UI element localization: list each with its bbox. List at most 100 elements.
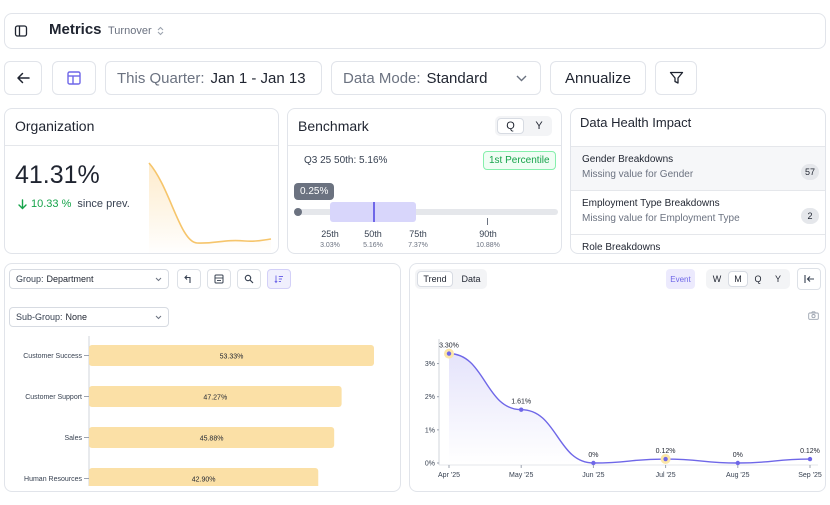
header-bar: Metrics Turnover: [4, 13, 826, 49]
annualize-button[interactable]: Annualize: [550, 61, 646, 95]
sort-descending-icon: [274, 274, 284, 284]
marker-value: 0.25%: [294, 183, 335, 200]
group-value: Department: [46, 274, 94, 284]
trend-chart-panel: Trend Data Event W M Q Y 0% 1% 2% 3% 3.30% Ap…: [409, 263, 826, 492]
x-tick-label: Jul '25: [656, 472, 676, 479]
data-point: [807, 456, 813, 462]
data-point-label: 0%: [733, 452, 743, 459]
data-health-title: Data Health Impact: [580, 115, 692, 130]
granularity-q[interactable]: Q: [754, 274, 762, 284]
chevron-down-icon: [155, 315, 162, 320]
collapse-panel-button[interactable]: [797, 268, 821, 290]
data-point: [446, 351, 452, 356]
x-tick-label: Aug '25: [726, 472, 750, 479]
granularity-m[interactable]: M: [728, 271, 748, 287]
percentile-badge: 1st Percentile: [483, 151, 556, 170]
period-value: Jan 1 - Jan 13: [210, 69, 306, 87]
benchmark-tick-75th: 75th 7.37%: [398, 229, 438, 249]
bar: [89, 386, 342, 407]
bar-category-label: Customer Success: [23, 353, 82, 360]
tick-value: 3.03%: [320, 242, 340, 249]
bar-category-label: Customer Support: [25, 394, 82, 401]
granularity-y[interactable]: Y: [774, 274, 781, 284]
organization-card: Organization 41.31% 10.33 % since prev.: [4, 108, 279, 255]
benchmark-90th-tick: [487, 218, 488, 225]
event-toggle[interactable]: Event: [666, 269, 695, 289]
tick-value: 7.37%: [408, 242, 428, 249]
divider: [288, 145, 561, 146]
tab-trend[interactable]: Trend: [417, 271, 453, 287]
sort-button[interactable]: [267, 269, 291, 289]
bar-value-label: 42.90%: [192, 477, 216, 484]
data-point: [663, 456, 668, 462]
divider: [5, 145, 278, 146]
chevron-down-icon: [155, 277, 162, 282]
benchmark-marker-dot: [294, 208, 302, 216]
page-title: Metrics: [49, 21, 102, 38]
layout-button[interactable]: [52, 61, 96, 95]
bar: [89, 345, 374, 366]
bar-category-label: Sales: [64, 435, 82, 442]
bar-value-label: 45.88%: [200, 436, 224, 443]
toggle-q[interactable]: Q: [497, 118, 524, 134]
health-item-title: Employment Type Breakdowns: [582, 198, 720, 209]
bar: [89, 468, 319, 486]
health-item-role[interactable]: Role Breakdowns: [571, 235, 825, 253]
arrow-left-icon: [16, 72, 30, 84]
view-tabs: Trend Data: [415, 269, 487, 289]
x-tick-label: Jun '25: [582, 472, 604, 479]
granularity-w[interactable]: W: [712, 274, 722, 284]
health-item-title: Role Breakdowns: [582, 242, 661, 253]
arrow-to-left-icon: [803, 274, 815, 284]
health-item-gender[interactable]: Gender Breakdowns Missing value for Gend…: [571, 147, 825, 191]
trend-area: [449, 353, 810, 463]
benchmark-median-line: [373, 202, 375, 222]
metric-name: Turnover: [108, 25, 152, 37]
table-view-button[interactable]: [207, 269, 231, 289]
camera-icon[interactable]: [808, 311, 819, 320]
undo-button[interactable]: [177, 269, 201, 289]
tab-data[interactable]: Data: [461, 274, 481, 284]
subgroup-dropdown[interactable]: Sub-Group: None: [9, 307, 169, 327]
data-point-label: 0.12%: [800, 448, 820, 455]
benchmark-tick-50th: 50th 5.16%: [353, 229, 393, 249]
sidebar-toggle-icon[interactable]: [14, 24, 28, 38]
y-tick-label: 0%: [425, 461, 435, 468]
data-point-label: 0%: [588, 452, 598, 459]
data-point: [591, 460, 596, 466]
arrow-down-icon: [18, 198, 27, 210]
search-button[interactable]: [237, 269, 261, 289]
filter-icon: [669, 71, 684, 85]
benchmark-summary: Q3 25 50th: 5.16%: [304, 155, 388, 166]
data-mode-value: Standard: [426, 69, 488, 87]
table-layout-icon: [66, 70, 82, 86]
bar: [89, 427, 335, 448]
period-selector[interactable]: This Quarter: Jan 1 - Jan 13: [105, 61, 322, 95]
benchmark-title: Benchmark: [298, 118, 369, 134]
filter-button[interactable]: [655, 61, 697, 95]
data-health-card: Data Health Impact Gender Breakdowns Mis…: [570, 108, 826, 254]
trend-line-chart: 0% 1% 2% 3% 3.30% Apr '25 1.61% May '25 0% Jun '2…: [425, 339, 822, 479]
data-point-label: 0.12%: [656, 448, 676, 455]
data-point-label: 3.30%: [439, 343, 459, 350]
bar-value-label: 47.27%: [203, 395, 227, 402]
search-icon: [244, 274, 254, 284]
health-item-employment[interactable]: Employment Type Breakdowns Missing value…: [571, 191, 825, 235]
annualize-label: Annualize: [565, 69, 631, 87]
subgroup-value: None: [65, 312, 88, 322]
period-label: This Quarter:: [117, 69, 205, 87]
organization-title: Organization: [15, 118, 95, 134]
metric-selector[interactable]: Turnover: [108, 25, 164, 37]
data-mode-dropdown[interactable]: Data Mode: Standard: [331, 61, 541, 95]
table-icon: [214, 274, 224, 284]
change-suffix: since prev.: [77, 198, 130, 210]
tick-label: 50th: [364, 229, 382, 239]
tick-value: 5.16%: [363, 242, 383, 249]
y-tick-label: 3%: [425, 361, 435, 368]
back-button[interactable]: [4, 61, 42, 95]
chevron-updown-icon: [157, 26, 164, 36]
toggle-y[interactable]: Y: [535, 120, 543, 132]
group-dropdown[interactable]: Group: Department: [9, 269, 169, 289]
benchmark-tick-90th: 90th 10.88%: [468, 229, 508, 249]
chevron-down-icon: [516, 75, 527, 82]
